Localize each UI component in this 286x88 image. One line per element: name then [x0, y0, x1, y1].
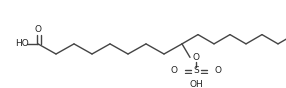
Text: OH: OH [189, 80, 203, 88]
Text: HO: HO [15, 39, 29, 48]
Text: O: O [35, 25, 41, 34]
Text: O: O [170, 66, 178, 75]
Text: S: S [193, 66, 199, 75]
Text: O: O [192, 53, 200, 62]
Text: O: O [214, 66, 221, 75]
